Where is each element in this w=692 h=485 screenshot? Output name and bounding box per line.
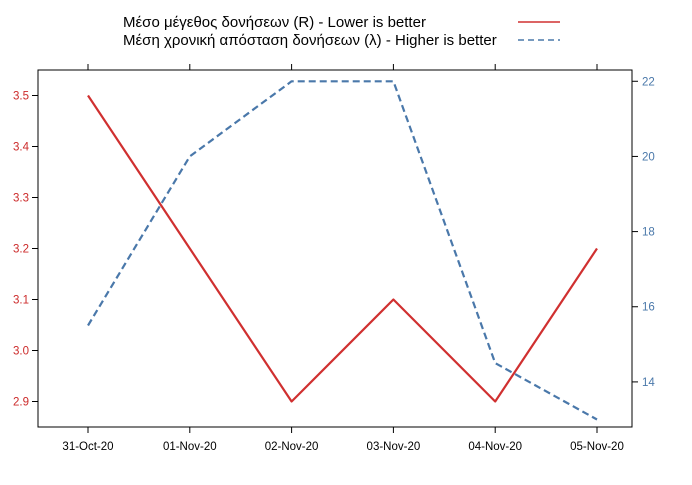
legend-label-1: Μέσο μέγεθος δονήσεων (R) - Lower is bet… — [123, 14, 426, 31]
series-line-2 — [87, 80, 598, 421]
x-tick-label: 31-Oct-20 — [62, 441, 113, 453]
y-right-tick-label: 16 — [642, 302, 655, 314]
y-left-tick-label: 3.1 — [13, 295, 29, 307]
x-axis: 31-Oct-20 01-Nov-20 02-Nov-20 03-Nov-20 04-N… — [62, 64, 624, 453]
y-left-tick-label: 3.0 — [13, 346, 29, 358]
series-layer — [87, 80, 598, 421]
y-left-tick-label: 2.9 — [13, 397, 29, 409]
y-right-tick-label: 18 — [642, 227, 655, 239]
x-tick-label: 03-Nov-20 — [367, 441, 421, 453]
y-left-tick-label: 3.3 — [13, 193, 29, 205]
legend: Μέσο μέγεθος δονήσεων (R) - Lower is bet… — [123, 14, 560, 49]
x-tick-label: 05-Nov-20 — [570, 441, 624, 453]
y-left-tick-label: 3.4 — [13, 142, 30, 154]
y-axis-left: 2.9 3.0 3.1 3.2 3.3 3.4 3.5 — [13, 91, 38, 409]
x-tick-label: 02-Nov-20 — [265, 441, 319, 453]
series-line-1 — [87, 94, 598, 403]
y-left-tick-label: 3.2 — [13, 244, 29, 256]
y-left-tick-label: 3.5 — [13, 91, 29, 103]
plot-frame — [37, 69, 633, 428]
y-right-tick-label: 22 — [642, 76, 655, 88]
y-right-tick-label: 20 — [642, 151, 655, 163]
y-right-tick-label: 14 — [642, 377, 655, 389]
x-tick-label: 01-Nov-20 — [163, 441, 217, 453]
x-tick-label: 04-Nov-20 — [468, 441, 522, 453]
y-axis-right: 14 16 18 20 22 — [632, 76, 655, 389]
legend-label-2: Μέση χρονική απόσταση δονήσεων (λ) - Hig… — [123, 32, 497, 49]
